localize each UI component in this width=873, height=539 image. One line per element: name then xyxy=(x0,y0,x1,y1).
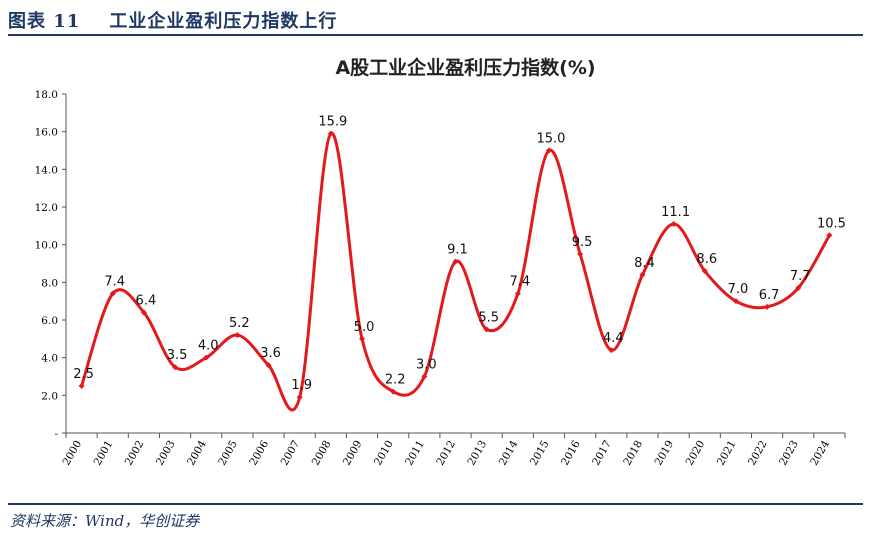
y-tick-label: 12.0 xyxy=(35,202,58,214)
data-point xyxy=(732,298,739,305)
y-tick-label: 8.0 xyxy=(41,277,58,289)
chart-title: A股工业企业盈利压力指数(%) xyxy=(335,56,595,79)
data-label: 3.6 xyxy=(260,346,281,361)
x-tick-label: 2001 xyxy=(92,439,116,468)
data-label: 8.4 xyxy=(634,256,655,271)
data-point xyxy=(452,258,459,265)
data-label: 6.7 xyxy=(759,288,780,303)
x-tick-label: 2000 xyxy=(60,439,84,468)
x-tick-label: 2014 xyxy=(497,438,521,467)
data-label: 15.9 xyxy=(318,115,347,130)
x-tick-label: 2012 xyxy=(434,439,458,468)
y-tick-label: 6.0 xyxy=(41,315,58,327)
data-label: 8.6 xyxy=(696,252,717,267)
data-label: 9.5 xyxy=(572,235,593,250)
y-tick-label: 14.0 xyxy=(35,164,58,176)
data-point xyxy=(826,232,833,239)
data-point xyxy=(639,271,646,278)
x-tick-label: 2003 xyxy=(154,439,178,468)
y-tick-label: 4.0 xyxy=(41,353,58,365)
data-point xyxy=(172,364,179,371)
figure-source: 资料来源：Wind，华创证券 xyxy=(10,512,200,530)
figure-title: 图表 11 工业企业盈利压力指数上行 xyxy=(8,11,338,32)
x-tick-label: 2015 xyxy=(528,439,552,468)
data-label: 1.9 xyxy=(291,378,312,393)
data-label: 3.0 xyxy=(416,358,437,373)
data-point xyxy=(764,303,771,310)
data-label: 7.4 xyxy=(509,275,530,290)
data-point xyxy=(234,332,241,339)
y-tick-label: 18.0 xyxy=(35,89,58,101)
data-label: 5.0 xyxy=(354,320,375,335)
x-tick-label: 2013 xyxy=(465,439,489,468)
data-point xyxy=(670,220,677,227)
data-point xyxy=(577,251,584,258)
data-point xyxy=(390,388,397,395)
data-label: 2.5 xyxy=(73,367,94,382)
x-tick-label: 2004 xyxy=(185,438,209,467)
y-tick-label: 10.0 xyxy=(35,240,58,252)
x-tick-label: 2017 xyxy=(590,439,614,468)
x-tick-label: 2011 xyxy=(403,439,427,468)
data-label: 7.7 xyxy=(790,269,811,284)
data-point xyxy=(265,362,272,369)
data-point xyxy=(327,130,334,137)
x-tick-label: 2006 xyxy=(247,438,271,467)
y-tick-label: 16.0 xyxy=(35,127,58,139)
x-tick-label: 2007 xyxy=(279,439,303,468)
x-tick-label: 2016 xyxy=(559,438,583,467)
data-label: 7.4 xyxy=(104,275,125,290)
data-label: 4.4 xyxy=(603,331,624,346)
x-tick-label: 2022 xyxy=(746,439,770,468)
data-point xyxy=(109,290,116,297)
x-tick-label: 2020 xyxy=(684,439,708,468)
x-tick-label: 2024 xyxy=(808,438,832,467)
data-label: 5.5 xyxy=(478,310,499,325)
x-tick-label: 2002 xyxy=(123,439,147,468)
data-point xyxy=(359,335,366,342)
data-label: 15.0 xyxy=(537,132,566,147)
data-label: 7.0 xyxy=(728,282,749,297)
data-point xyxy=(140,309,147,316)
data-point xyxy=(296,394,303,401)
x-tick-label: 2005 xyxy=(216,439,240,468)
data-point xyxy=(514,290,521,297)
data-point xyxy=(203,354,210,361)
data-point xyxy=(608,347,615,354)
y-tick-label: - xyxy=(54,428,58,440)
data-point xyxy=(795,284,802,291)
data-point xyxy=(78,382,85,389)
data-point xyxy=(421,373,428,380)
figure-header: 图表 11 工业企业盈利压力指数上行 xyxy=(8,4,863,36)
data-point xyxy=(483,326,490,333)
data-point xyxy=(701,268,708,275)
x-tick-label: 2010 xyxy=(372,439,396,468)
series-line xyxy=(80,132,831,412)
x-tick-label: 2008 xyxy=(310,439,334,468)
data-label: 6.4 xyxy=(136,293,157,308)
data-label: 10.5 xyxy=(817,216,846,231)
x-tick-label: 2018 xyxy=(621,439,645,468)
data-label: 2.2 xyxy=(385,373,406,388)
footer-divider xyxy=(8,503,863,505)
x-tick-label: 2009 xyxy=(341,439,365,468)
data-label: 3.5 xyxy=(167,348,188,363)
x-tick-label: 2021 xyxy=(715,439,739,468)
y-tick-label: 2.0 xyxy=(41,390,58,402)
data-label: 11.1 xyxy=(661,205,690,220)
data-label: 4.0 xyxy=(198,339,219,354)
data-label: 9.1 xyxy=(447,243,468,258)
x-tick-label: 2019 xyxy=(652,439,676,468)
data-label: 5.2 xyxy=(229,316,250,331)
data-point xyxy=(545,147,552,154)
x-tick-label: 2023 xyxy=(777,439,801,468)
